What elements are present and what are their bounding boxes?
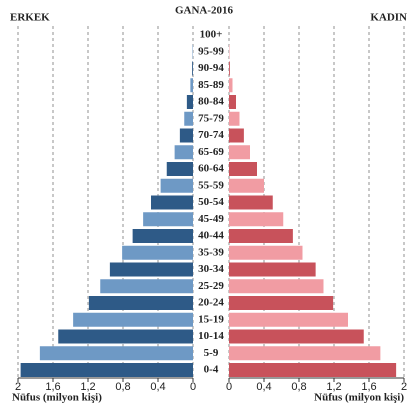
bar [229, 145, 250, 160]
bar [143, 212, 193, 227]
bar [229, 296, 334, 310]
bar [109, 262, 193, 277]
y-tick-label: 40-44 [198, 230, 224, 242]
bar [58, 329, 193, 344]
bar [151, 195, 193, 210]
bar [122, 245, 193, 260]
left-legend: ERKEK [10, 12, 50, 24]
y-tick-label: 5-9 [204, 347, 219, 359]
bar [229, 61, 230, 76]
bar [73, 312, 193, 327]
bar [229, 78, 233, 93]
bar [174, 145, 193, 160]
bar [229, 363, 397, 377]
y-tick-label: 95-99 [198, 45, 224, 57]
y-tick-label: 45-49 [198, 213, 224, 225]
bar [190, 78, 193, 93]
y-tick-label: 65-69 [198, 146, 224, 158]
y-tick-label: 10-14 [198, 330, 224, 342]
bar [229, 162, 257, 176]
bar [229, 279, 324, 294]
bar [192, 61, 193, 76]
x-tick-label: 0,4 [256, 381, 271, 393]
x-tick-label: 0 [226, 381, 232, 393]
x-tick-label: 1,2 [326, 381, 341, 393]
bar [39, 346, 193, 361]
label-column [194, 26, 228, 378]
y-tick-label: 70-74 [198, 129, 224, 141]
bar [186, 95, 193, 109]
bar [229, 329, 364, 344]
bar [229, 178, 264, 193]
y-tick-label: 60-64 [198, 163, 224, 175]
x-tick-label: 0,8 [115, 381, 130, 393]
bar [229, 212, 284, 227]
y-tick-label: 15-19 [198, 313, 224, 325]
bar [132, 229, 193, 243]
bar [229, 111, 240, 126]
right-legend: KADIN [370, 12, 407, 24]
y-tick-label: 25-29 [198, 280, 224, 292]
y-tick-label: 100+ [200, 29, 223, 41]
bar [229, 245, 303, 260]
y-tick-label: 80-84 [198, 96, 224, 108]
bar [166, 162, 193, 176]
x-tick-label: 0,8 [291, 381, 306, 393]
bar [179, 128, 193, 143]
y-tick-label: 30-34 [198, 263, 224, 275]
bar [229, 195, 273, 210]
chart-title: GANA-2016 [175, 5, 234, 17]
y-tick-label: 0-4 [204, 364, 219, 376]
y-tick-label: 50-54 [198, 196, 224, 208]
x-tick-label: 1,2 [80, 381, 95, 393]
x-tick-label: 1,6 [361, 381, 376, 393]
y-tick-label: 55-59 [198, 179, 224, 191]
bar [20, 363, 193, 377]
y-tick-label: 90-94 [198, 62, 224, 74]
x-tick-label: 1,6 [45, 381, 60, 393]
x-axis-label: Nüfus (milyon kişi) [314, 392, 404, 404]
bar [229, 346, 381, 361]
bar [229, 312, 348, 327]
bar [100, 279, 193, 294]
x-tick-label: 0 [190, 381, 196, 393]
bar [184, 111, 193, 126]
y-tick-label: 20-24 [198, 297, 224, 309]
x-tick-label: 2 [15, 381, 21, 393]
x-axis-label: Nüfus (milyon kişi) [12, 392, 102, 404]
y-tick-label: 35-39 [198, 246, 224, 258]
x-tick-label: 2 [401, 381, 407, 393]
bar [160, 178, 193, 193]
bar [229, 95, 236, 109]
bar [229, 262, 316, 277]
bar [229, 128, 244, 143]
bar [88, 296, 193, 310]
y-tick-label: 85-89 [198, 79, 224, 91]
bar [229, 229, 293, 243]
x-tick-label: 0,4 [150, 381, 165, 393]
y-tick-label: 75-79 [198, 112, 224, 124]
